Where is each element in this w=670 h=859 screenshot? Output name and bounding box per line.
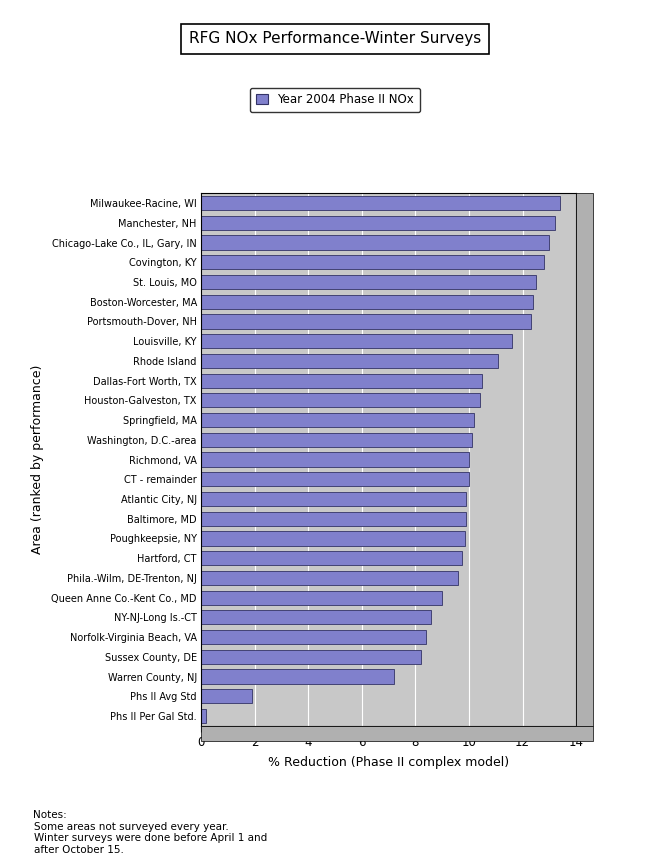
Bar <box>201 393 480 407</box>
Bar <box>201 275 536 289</box>
Bar <box>201 433 472 447</box>
Bar <box>201 551 462 565</box>
Bar <box>201 649 421 664</box>
Bar <box>201 334 512 348</box>
Text: RFG NOx Performance-Winter Surveys: RFG NOx Performance-Winter Surveys <box>189 31 481 46</box>
Bar <box>201 630 426 644</box>
Bar <box>201 413 474 427</box>
Bar <box>201 689 252 704</box>
Bar <box>201 314 531 329</box>
Bar <box>201 472 469 486</box>
Bar <box>201 512 466 526</box>
Bar <box>201 295 533 309</box>
Text: Notes:
Some areas not surveyed every year.
Winter surveys were done before April: Notes: Some areas not surveyed every yea… <box>34 810 267 855</box>
Bar <box>201 354 498 368</box>
Bar <box>201 571 458 585</box>
Bar <box>201 610 431 624</box>
X-axis label: % Reduction (Phase II complex model): % Reduction (Phase II complex model) <box>268 756 509 769</box>
Bar <box>201 216 555 230</box>
Bar <box>201 255 544 270</box>
Bar <box>201 492 466 506</box>
Bar <box>201 709 206 723</box>
Bar <box>201 235 549 250</box>
Bar <box>201 374 482 387</box>
Bar <box>201 590 442 605</box>
Bar <box>201 196 560 210</box>
Bar <box>201 453 469 466</box>
Bar <box>201 532 465 545</box>
Bar <box>201 669 394 684</box>
Y-axis label: Area (ranked by performance): Area (ranked by performance) <box>31 365 44 554</box>
Legend: Year 2004 Phase II NOx: Year 2004 Phase II NOx <box>250 88 420 113</box>
